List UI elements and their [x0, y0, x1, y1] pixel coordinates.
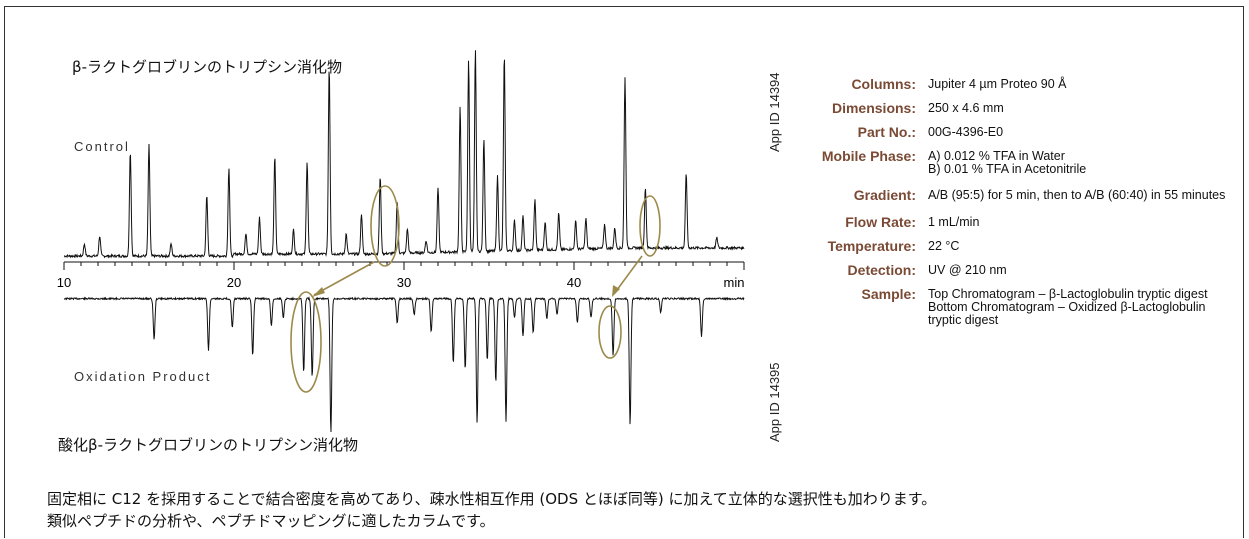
- app-id-bottom: App ID 14395: [767, 362, 782, 442]
- condition-key: Detection:: [847, 262, 916, 278]
- condition-key: Temperature:: [827, 238, 916, 254]
- condition-row: Detection: UV @ 210 nm: [790, 262, 1245, 278]
- highlight-arrow-right: [613, 255, 643, 295]
- condition-row: Gradient: A/B (95:5) for 5 min, then to A…: [790, 187, 1245, 203]
- x-axis-unit: min: [724, 275, 745, 290]
- bottom-chart-title: 酸化β-ラクトグロブリンのトリプシン消化物: [58, 436, 358, 454]
- condition-value: A) 0.012 % TFA in Water B) 0.01 % TFA in…: [928, 149, 1087, 176]
- figure-frame: [4, 6, 1244, 538]
- condition-value: Jupiter 4 µm Proteo 90 Å: [928, 77, 1067, 91]
- condition-key: Sample:: [861, 286, 916, 302]
- condition-key: Mobile Phase:: [821, 148, 916, 164]
- footer-line-1: 固定相に C12 を採用することで結合密度を高めてあり、疎水性相互作用 (ODS…: [47, 490, 937, 508]
- highlight-ellipse-bottom-right: [598, 305, 622, 359]
- condition-value: 22 °C: [928, 239, 960, 253]
- highlight-ellipse-top-left: [370, 185, 400, 267]
- x-tick-label-30: 30: [397, 275, 411, 290]
- x-tick-label-20: 20: [227, 275, 241, 290]
- condition-value: 00G-4396-E0: [928, 125, 1004, 139]
- condition-row: Columns: Jupiter 4 µm Proteo 90 Å: [790, 76, 1245, 92]
- highlight-arrow-left: [313, 261, 375, 296]
- app-id-top: App ID 14394: [767, 72, 782, 152]
- condition-value: 1 mL/min: [928, 215, 980, 229]
- condition-key: Columns:: [851, 76, 916, 92]
- x-tick-label-40: 40: [567, 275, 581, 290]
- condition-row: Dimensions: 250 x 4.6 mm: [790, 100, 1245, 116]
- oxidation-trace: [63, 296, 745, 433]
- highlight-ellipse-bottom-left: [290, 291, 322, 393]
- highlight-annotations: [290, 185, 661, 393]
- condition-key: Dimensions:: [831, 100, 916, 116]
- condition-row: Mobile Phase: A) 0.012 % TFA in Water B) …: [790, 148, 1245, 176]
- condition-row: Part No.: 00G-4396-E0: [790, 124, 1245, 140]
- condition-value: A/B (95:5) for 5 min, then to A/B (60:40…: [928, 188, 1226, 202]
- conditions-table: Columns: Jupiter 4 µm Proteo 90 Å Dimensio…: [790, 76, 1245, 335]
- x-tick-label-10: 10: [57, 275, 71, 290]
- oxidation-label: Oxidation Product: [74, 369, 212, 384]
- top-chart-title: β-ラクトグロブリンのトリプシン消化物: [72, 58, 342, 76]
- condition-key: Part No.:: [857, 124, 916, 140]
- condition-value: UV @ 210 nm: [928, 263, 1007, 277]
- condition-value: 250 x 4.6 mm: [928, 101, 1004, 115]
- footer-line-2: 類似ペプチドの分析や、ペプチドマッピングに適したカラムです。: [47, 512, 495, 530]
- control-trace: [63, 50, 745, 259]
- arrowhead-right: [612, 285, 620, 297]
- arrowhead-left: [312, 287, 325, 297]
- condition-row: Temperature: 22 °C: [790, 238, 1245, 254]
- x-axis: 10 20 30 40 min: [57, 261, 745, 290]
- control-label: Control: [74, 139, 130, 154]
- condition-row: Sample: Top Chromatogram – β-Lactoglobuli…: [790, 286, 1245, 327]
- highlight-ellipse-top-right: [639, 195, 661, 257]
- x-axis-ticks: [63, 262, 745, 270]
- condition-row: Flow Rate: 1 mL/min: [790, 214, 1245, 230]
- condition-key: Gradient:: [853, 187, 916, 203]
- condition-value: Top Chromatogram – β-Lactoglobulin trypt…: [928, 287, 1208, 327]
- condition-key: Flow Rate:: [845, 214, 916, 230]
